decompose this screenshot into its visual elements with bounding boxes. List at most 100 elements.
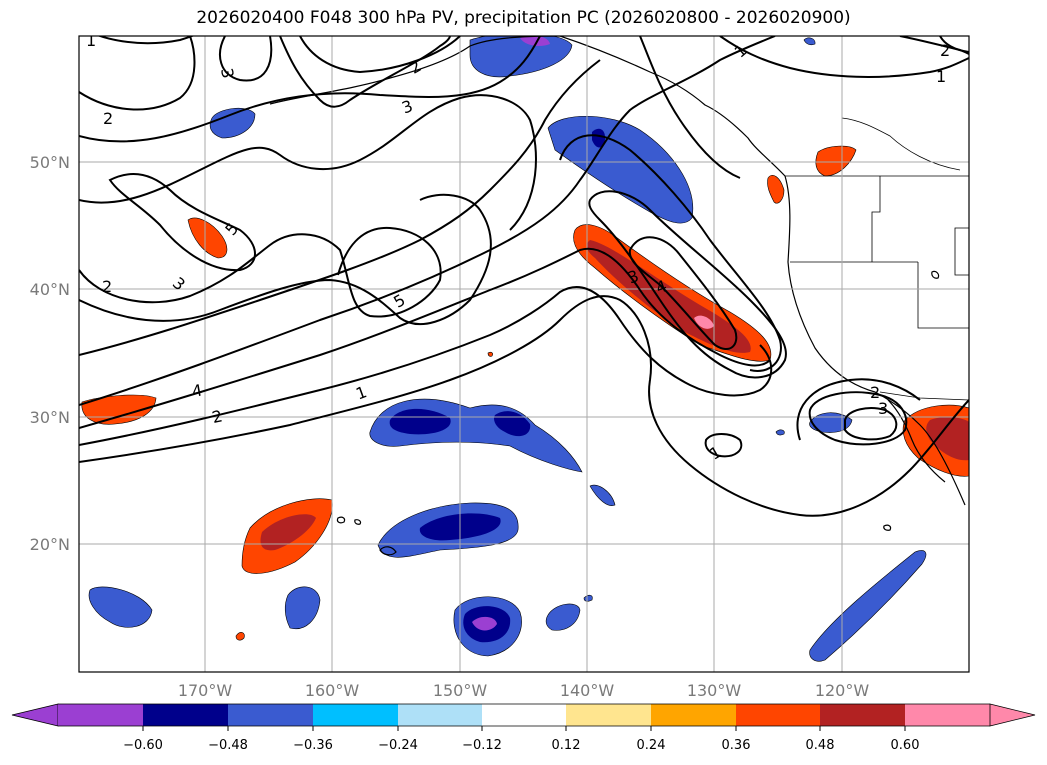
map-title: 2026020400 F048 300 hPa PV, precipitatio… <box>196 8 851 28</box>
contour-label: 2 <box>210 406 224 427</box>
pv-contour <box>704 433 743 458</box>
pv-contour <box>299 36 461 74</box>
colorbar-bin <box>566 704 651 726</box>
colorbar-tick-label: −0.48 <box>208 738 248 753</box>
lat-label: 30°N <box>30 408 70 427</box>
colorbar-bin <box>736 704 820 726</box>
colorbar-tick-label: −0.24 <box>378 738 418 753</box>
pv-contour <box>628 236 738 350</box>
neg-area <box>589 484 616 506</box>
contour-label: 2 <box>940 41 950 60</box>
colorbar: −0.60 −0.48 −0.36 −0.24 −0.12 0.12 0.24 … <box>11 703 1036 753</box>
neg-area <box>88 586 153 628</box>
neg-area <box>520 36 550 46</box>
border-line <box>954 227 969 276</box>
gridlines <box>79 36 969 672</box>
us-mexico-border <box>879 391 969 401</box>
lon-label: 130°W <box>687 681 742 700</box>
border-line <box>871 176 881 262</box>
pv-contour <box>719 36 969 78</box>
pv-contour <box>279 36 451 108</box>
colorbar-bin <box>482 704 566 726</box>
colorbar-bin <box>143 704 228 726</box>
colorbar-low-extension <box>11 703 59 727</box>
colorbar-ticks <box>142 726 906 731</box>
colorbar-tick-label: −0.60 <box>123 738 163 753</box>
lon-label: 120°W <box>815 681 870 700</box>
island-dots <box>883 270 940 531</box>
colorbar-bin <box>313 704 398 726</box>
pv-contour <box>939 36 969 53</box>
hawaii-islands <box>336 516 397 556</box>
baja-coast <box>887 399 946 483</box>
colorbar-bin <box>398 704 482 726</box>
colorbar-outline <box>58 703 990 727</box>
lon-labels: 170°W 160°W 150°W 140°W 130°W 120°W <box>178 681 870 700</box>
colorbar-bin <box>905 704 990 726</box>
pv-contour <box>79 36 196 111</box>
neg-area <box>469 36 573 78</box>
neg-area <box>547 115 694 224</box>
contour-label: 1 <box>936 67 946 86</box>
colorbar-high-extension <box>989 703 1036 727</box>
pv-contour <box>79 94 537 231</box>
border-line <box>841 117 961 171</box>
contour-label: 2 <box>102 277 112 296</box>
map-panel: 1 2 3 3 2 5 3 2 4 2 5 1 3 4 2 3 1 1 1 2 <box>79 31 969 672</box>
neg-area <box>545 603 581 631</box>
lat-label: 40°N <box>30 280 70 299</box>
neg-area <box>209 107 256 139</box>
colorbar-tick-label: 0.60 <box>891 738 920 753</box>
lat-label: 20°N <box>30 535 70 554</box>
neg-area <box>389 408 451 435</box>
pos-area <box>767 175 785 204</box>
pos-area <box>487 351 493 357</box>
colorbar-tick-label: 0.24 <box>637 738 666 753</box>
neg-area <box>592 128 606 148</box>
north-america-coast <box>559 36 966 506</box>
neg-area <box>284 586 321 630</box>
colorbar-tick-label: −0.36 <box>293 738 333 753</box>
colorbar-tick-label: 0.48 <box>806 738 835 753</box>
pv-contour <box>79 286 773 446</box>
neg-area <box>472 616 497 631</box>
contour-label: 2 <box>103 109 113 128</box>
pv-contour <box>639 36 741 179</box>
lon-label: 170°W <box>178 681 233 700</box>
colorbar-tick-label: 0.12 <box>552 738 581 753</box>
colorbar-bin <box>58 704 143 726</box>
pv-contour <box>97 36 195 45</box>
pv-contour <box>79 295 969 517</box>
pv-contour <box>808 391 908 446</box>
border-line <box>917 262 969 329</box>
lat-label: 50°N <box>30 153 70 172</box>
precip-shading <box>81 36 969 662</box>
colorbar-tick-label: −0.12 <box>462 738 502 753</box>
pos-area <box>260 514 316 551</box>
colorbar-bin <box>820 704 905 726</box>
pv-contour <box>108 173 256 272</box>
pv-contour <box>588 190 787 379</box>
pv-contour <box>559 134 782 372</box>
pv-contour <box>844 407 898 441</box>
pv-contour <box>79 247 771 429</box>
pv-contour <box>79 59 601 356</box>
pos-area <box>815 145 857 177</box>
neg-area <box>583 594 593 602</box>
neg-area <box>775 429 785 436</box>
neg-area <box>803 37 816 46</box>
map-frame <box>78 35 970 673</box>
lat-labels: 50°N 40°N 30°N 20°N <box>30 153 70 554</box>
pv-contours <box>79 36 969 517</box>
contour-label: 1 <box>86 31 96 50</box>
contour-label: 3 <box>217 67 237 80</box>
contour-label: 3 <box>878 399 888 418</box>
pos-area <box>235 632 245 641</box>
neg-area <box>809 550 927 662</box>
colorbar-bin <box>228 704 313 726</box>
lon-label: 160°W <box>305 681 360 700</box>
lon-label: 140°W <box>560 681 615 700</box>
contour-label: 4 <box>191 380 204 400</box>
pv-contour <box>219 36 273 82</box>
